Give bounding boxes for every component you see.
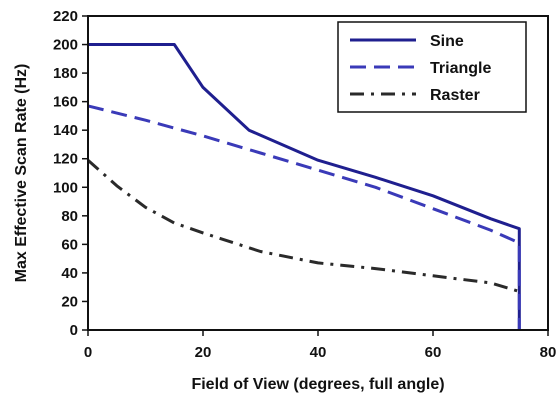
y-tick-label: 80: [61, 208, 78, 225]
y-tick-label: 180: [53, 65, 78, 82]
y-tick-label: 0: [70, 322, 78, 339]
y-tick-label: 40: [61, 265, 78, 282]
legend-label-sine: Sine: [430, 33, 464, 50]
y-tick-label: 200: [53, 37, 78, 54]
series-line-triangle: [87, 104, 521, 330]
x-tick-label: 80: [540, 344, 557, 361]
x-tick-label: 20: [195, 344, 212, 361]
y-axis-ticks: 0 20 40 60 80 100 120 140 160 180 200 220: [53, 8, 88, 339]
legend-label-triangle: Triangle: [430, 60, 491, 77]
x-axis-label: Field of View (degrees, full angle): [191, 376, 444, 393]
y-tick-label: 100: [53, 179, 78, 196]
x-tick-label: 60: [425, 344, 442, 361]
series-line-raster: [87, 159, 520, 293]
legend-label-raster: Raster: [430, 87, 480, 104]
plot-frame: [87, 15, 549, 331]
legend: Sine Triangle Raster: [337, 21, 527, 113]
x-tick-label: 0: [84, 344, 92, 361]
y-tick-label: 220: [53, 8, 78, 25]
x-tick-label: 40: [310, 344, 327, 361]
y-tick-label: 140: [53, 122, 78, 139]
y-tick-label: 120: [53, 151, 78, 168]
x-axis-ticks: 0 20 40 60 80: [84, 330, 557, 361]
legend-box: [337, 21, 527, 113]
series-lines: [87, 43, 521, 330]
y-tick-label: 60: [61, 236, 78, 253]
y-tick-label: 20: [61, 293, 78, 310]
y-axis-label: Max Effective Scan Rate (Hz): [13, 64, 30, 283]
series-line-sine: [88, 43, 521, 330]
y-tick-label: 160: [53, 94, 78, 111]
